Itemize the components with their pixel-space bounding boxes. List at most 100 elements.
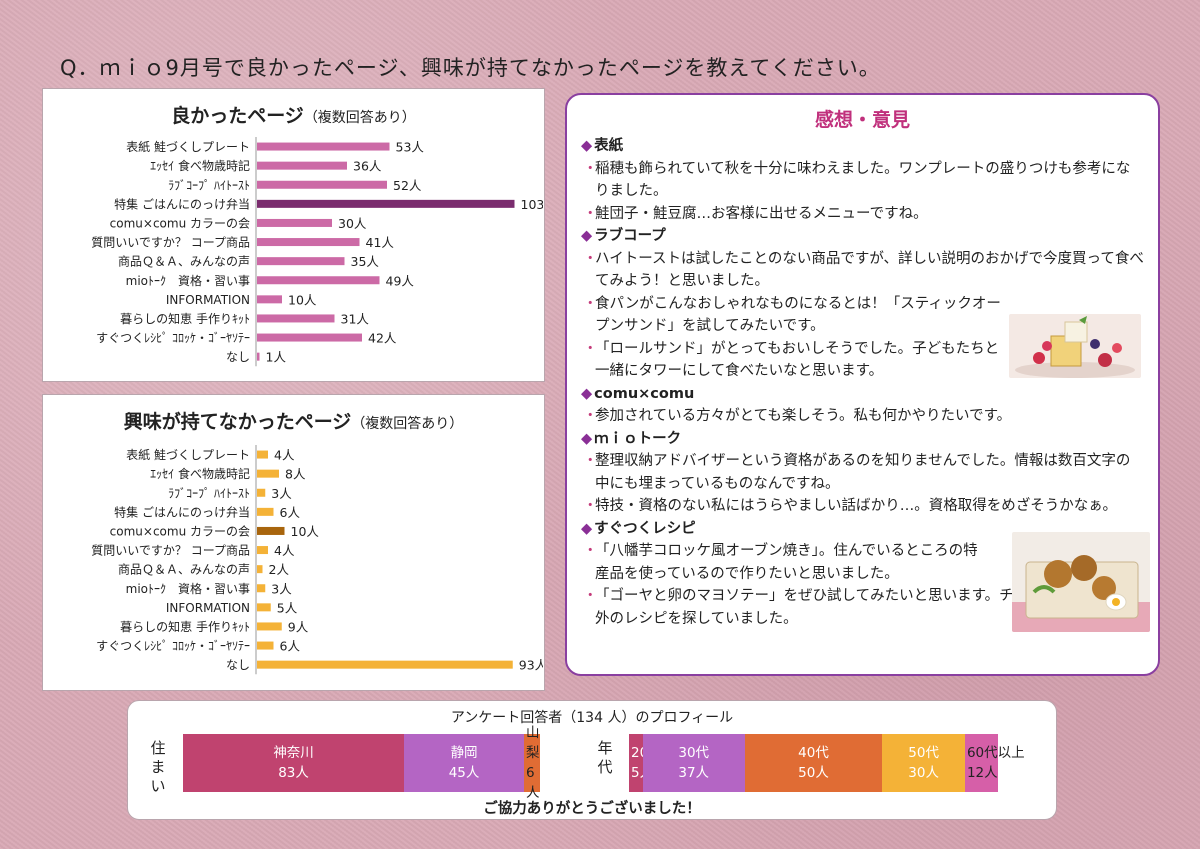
segment-name: 静岡 — [450, 745, 478, 761]
opinion-item: ・稲穂も飾られていて秋を十分に味わえました。ワンプレートの盛りつけも参考になりま… — [581, 158, 1144, 203]
segment-name: 50代 — [908, 745, 939, 761]
category-label: 商品Ｑ＆Ａ、みんなの声 — [118, 562, 250, 577]
category-label: すぐつくﾚｼﾋﾟ ｺﾛｯｹ・ｺﾞｰﾔｿﾃｰ — [96, 639, 250, 653]
bar — [257, 469, 279, 478]
opinion-item: ・食パンがこんなおしゃれなものになるとは！「スティックオープンサンド」を試してみ… — [581, 293, 1011, 338]
bar — [257, 199, 515, 208]
category-label: なし — [226, 350, 250, 364]
bar — [257, 565, 263, 574]
bar — [257, 507, 274, 516]
row-label: 年代 — [597, 739, 613, 776]
chart-title-text: 良かったページ — [171, 105, 304, 127]
opinions-body: ◆ 表紙・稲穂も飾られていて秋を十分に味わえました。ワンプレートの盛りつけも参考に… — [581, 135, 1144, 630]
bullet-icon: ・ — [583, 543, 598, 559]
value-label: 6人 — [280, 639, 301, 654]
section-heading-text: ラブコープ — [594, 228, 666, 244]
opinion-item: ・鮭団子・鮭豆腐…お客様に出せるメニューですね。 — [581, 203, 1144, 226]
bar — [257, 218, 332, 227]
bad-pages-panel: 興味が持てなかったページ（複数回答あり） 表紙 鮭づくしプレート 4人 ｴｯｾｲ 食… — [42, 394, 545, 691]
opinion-section-heading: ◆ ｍｉｏトーク — [581, 428, 1144, 451]
value-label: 103人 — [521, 197, 544, 212]
value-label: 36人 — [353, 159, 382, 174]
value-label: 8人 — [285, 467, 306, 482]
section-heading-text: すぐつくレシピ — [594, 520, 696, 537]
bad-pages-bar-chart: 表紙 鮭づくしプレート 4人 ｴｯｾｲ 食べ物歳時記 8人 ﾗﾌﾞｺｰﾌﾟ ﾊｲﾄｰｽﾄ… — [91, 445, 543, 675]
category-label: 暮らしの知恵 手作りｷｯﾄ — [120, 620, 250, 634]
opinion-text: 「ロールサンド」がとってもおいしそうでした。子どもたちと一緒にタワーにして食べた… — [595, 340, 1000, 380]
segment-value: 50人 — [798, 765, 829, 781]
bad-pages-title: 興味が持てなかったページ（複数回答あり） — [43, 407, 544, 434]
category-label: comu×comu カラーの会 — [110, 524, 250, 538]
diamond-bullet-icon: ◆ — [581, 520, 593, 537]
segment-value: 30人 — [908, 765, 939, 781]
bullet-icon: ・ — [583, 295, 598, 312]
value-label: 52人 — [393, 178, 422, 193]
value-label: 93人 — [519, 658, 543, 673]
profile-title: アンケート回答者（134 人）のプロフィール — [450, 710, 734, 726]
age-segment: 50代 30人 — [882, 734, 965, 792]
opinion-item: ・「八幡芋コロッケ風オーブン焼き」。住んでいるところの特産品を使っているので作り… — [581, 540, 981, 585]
bar — [257, 314, 335, 323]
question-text: Q．ｍｉｏ9月号で良かったページ、興味が持てなかったページを教えてください。 — [60, 56, 881, 80]
value-label: 2人 — [269, 562, 290, 577]
good-pages-panel: 良かったページ（複数回答あり） 表紙 鮭づくしプレート 53人 ｴｯｾｲ 食べ物歳時… — [42, 88, 545, 382]
value-label: 3人 — [271, 486, 292, 501]
opinion-item: ・特技・資格のない私にはうらやましい話ばかり…。資格取得をめざそうかなぁ。 — [581, 495, 1144, 518]
opinion-text: ハイトーストは試したことのない商品ですが、詳しい説明のおかげで今度買って食べてみ… — [595, 250, 1144, 290]
bar — [257, 641, 274, 650]
bar — [257, 546, 268, 555]
category-label: 特集 ごはんにのっけ弁当 — [114, 504, 250, 519]
bullet-icon: ・ — [583, 160, 598, 177]
category-label: 特集 ごはんにのっけ弁当 — [114, 196, 250, 211]
opinion-text: 鮭団子・鮭豆腐…お客様に出せるメニューですね。 — [595, 205, 928, 222]
bar — [257, 526, 285, 535]
opinion-item: ・参加されている方々がとても楽しそう。私も何かやりたいです。 — [581, 405, 1144, 428]
value-label: 4人 — [274, 448, 295, 463]
value-label: 35人 — [351, 254, 380, 269]
category-label: 商品Ｑ＆Ａ、みんなの声 — [118, 254, 250, 269]
opinion-text: 食パンがこんなおしゃれなものになるとは！「スティックオープンサンド」を試してみた… — [595, 295, 1001, 335]
bar — [257, 142, 390, 151]
opinion-text: 特技・資格のない私にはうらやましい話ばかり…。資格取得をめざそうかなぁ。 — [595, 498, 1117, 514]
segment-value: 6人 — [526, 765, 540, 801]
section-heading-text: 表紙 — [594, 138, 624, 154]
sandwich-tower-photo — [1009, 314, 1141, 378]
segment-name: 30代 — [678, 745, 710, 761]
value-label: 42人 — [368, 331, 397, 346]
opinion-text: 「八幡芋コロッケ風オーブン焼き」。住んでいるところの特産品を使っているので作りた… — [595, 543, 978, 582]
diamond-bullet-icon: ◆ — [581, 228, 593, 244]
value-label: 3人 — [271, 581, 292, 596]
age-segment: 20代5人 — [629, 734, 662, 792]
good-pages-bar-chart: 表紙 鮭づくしプレート 53人 ｴｯｾｲ 食べ物歳時記 36人 ﾗﾌﾞｺｰﾌﾟ ﾊｲﾄｰ… — [91, 137, 544, 367]
opinions-panel: 感想・意見 ◆ 表紙・稲穂も飾られていて秋を十分に味わえました。ワンプレートの盛り… — [565, 93, 1160, 676]
bar — [257, 622, 282, 631]
category-label: 表紙 鮭づくしプレート — [126, 447, 250, 462]
bullet-icon: ・ — [583, 250, 598, 267]
value-label: 30人 — [338, 216, 367, 231]
category-label: ﾗﾌﾞｺｰﾌﾟ ﾊｲﾄｰｽﾄ — [168, 486, 250, 500]
section-heading-text: comu×comu — [594, 385, 695, 402]
value-label: 6人 — [280, 505, 301, 520]
segment-value: 37人 — [678, 765, 710, 781]
opinion-section-heading: ◆ すぐつくレシピ — [581, 518, 1144, 541]
croquette-photo — [1012, 532, 1150, 632]
value-label: 5人 — [277, 600, 298, 615]
bar — [257, 180, 387, 189]
chart-subtitle-text: （複数回答あり） — [303, 110, 416, 126]
category-label: comu×comu カラーの会 — [110, 216, 250, 230]
category-label: 質問いいですか？ コープ商品 — [91, 543, 250, 558]
category-label: ｴｯｾｲ 食べ物歳時記 — [150, 466, 250, 481]
chart-subtitle-text: （複数回答あり） — [351, 416, 464, 432]
bar — [257, 295, 282, 304]
category-label: 表紙 鮭づくしプレート — [126, 139, 250, 154]
category-label: すぐつくﾚｼﾋﾟ ｺﾛｯｹ・ｺﾞｰﾔｿﾃｰ — [96, 331, 250, 345]
value-label: 4人 — [274, 543, 295, 558]
bar — [257, 450, 268, 459]
segment-value: 83人 — [278, 765, 309, 781]
segment-name: 40代 — [798, 745, 829, 761]
value-label: 31人 — [341, 311, 370, 326]
opinion-item: ・「ゴーヤと卵のマヨソテー」をぜひ試してみたいと思います。チャンプルーや佃煮以外… — [581, 585, 1144, 630]
opinion-item: ・「ロールサンド」がとってもおいしそうでした。子どもたちと一緒にタワーにして食べ… — [581, 338, 1011, 383]
value-label: 49人 — [386, 273, 415, 288]
category-label: ﾗﾌﾞｺｰﾌﾟ ﾊｲﾄｰｽﾄ — [168, 178, 250, 192]
